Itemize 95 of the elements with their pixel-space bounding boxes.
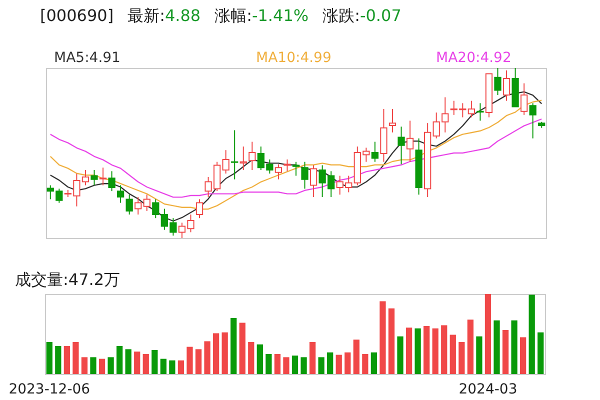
candlestick bbox=[406, 120, 414, 162]
bar bbox=[397, 336, 404, 374]
bar bbox=[370, 352, 378, 374]
candlestick bbox=[134, 196, 142, 216]
bar bbox=[81, 357, 88, 374]
bar bbox=[204, 341, 210, 374]
bar bbox=[283, 357, 290, 374]
candlestick bbox=[388, 108, 396, 133]
x-tick-label: 2023-12-06 bbox=[8, 382, 90, 398]
bar bbox=[108, 357, 114, 374]
candlestick bbox=[502, 70, 510, 102]
chart-title: [000690] bbox=[40, 6, 114, 25]
bar bbox=[212, 333, 220, 374]
bar bbox=[116, 346, 123, 374]
candlestick bbox=[301, 161, 308, 190]
bar bbox=[169, 360, 176, 374]
bar bbox=[186, 346, 193, 374]
text: 涨幅:-1.41% bbox=[214, 6, 309, 25]
bar bbox=[336, 354, 342, 374]
bar bbox=[230, 318, 237, 374]
candlestick bbox=[240, 146, 247, 170]
bar bbox=[274, 354, 281, 374]
candlestick bbox=[274, 164, 282, 180]
candlestick bbox=[468, 100, 476, 118]
candlestick bbox=[310, 164, 318, 198]
bar bbox=[160, 358, 166, 374]
bar bbox=[406, 328, 412, 374]
bar bbox=[494, 320, 500, 374]
candlestick bbox=[231, 130, 238, 180]
bar bbox=[72, 342, 79, 374]
bar bbox=[502, 330, 509, 374]
chart-title: 成交量:47.2万 bbox=[15, 270, 120, 289]
candlestick bbox=[529, 102, 536, 139]
bar bbox=[248, 342, 254, 374]
candlestick bbox=[248, 141, 256, 170]
text: MA5:4.91 bbox=[54, 50, 120, 66]
bar bbox=[520, 337, 526, 374]
bar bbox=[528, 294, 535, 374]
text: MA10:4.99 bbox=[256, 50, 332, 66]
candlestick bbox=[292, 161, 300, 176]
text: 最新:4.88 bbox=[128, 6, 201, 25]
bar bbox=[64, 346, 70, 374]
candlestick bbox=[108, 170, 116, 192]
bar bbox=[46, 342, 52, 374]
bar bbox=[344, 352, 351, 374]
bar bbox=[266, 354, 272, 374]
bar bbox=[256, 344, 263, 374]
candlestick bbox=[494, 68, 502, 96]
bar bbox=[90, 357, 96, 374]
bar bbox=[125, 349, 132, 374]
candlestick bbox=[99, 167, 107, 186]
bar bbox=[142, 354, 149, 374]
bar bbox=[239, 322, 246, 374]
bar bbox=[538, 332, 544, 374]
bar bbox=[388, 308, 395, 374]
bar bbox=[55, 346, 62, 374]
bar bbox=[134, 352, 140, 374]
bar bbox=[300, 357, 307, 374]
bar bbox=[362, 354, 368, 374]
candlestick bbox=[152, 198, 160, 219]
bar bbox=[178, 360, 184, 374]
candlestick bbox=[90, 170, 98, 186]
bar bbox=[152, 350, 158, 374]
candlestick bbox=[222, 150, 230, 174]
bar bbox=[98, 358, 106, 374]
bar bbox=[511, 320, 518, 374]
bar bbox=[467, 320, 474, 374]
bar bbox=[292, 356, 298, 374]
text: 涨跌:-0.07 bbox=[322, 6, 402, 25]
candlestick bbox=[196, 198, 204, 219]
bar bbox=[222, 332, 228, 374]
candlestick bbox=[143, 194, 150, 212]
bar bbox=[327, 352, 334, 374]
text: MA20:4.92 bbox=[436, 50, 512, 66]
candlestick bbox=[476, 102, 484, 122]
candlestick bbox=[371, 141, 379, 162]
bar bbox=[318, 357, 324, 374]
bar bbox=[424, 326, 430, 374]
candlestick bbox=[398, 126, 405, 165]
candlestick bbox=[126, 194, 133, 216]
bar bbox=[195, 349, 202, 374]
bar bbox=[458, 342, 465, 374]
bar bbox=[353, 340, 360, 374]
bar bbox=[414, 328, 421, 374]
bar bbox=[432, 328, 438, 374]
candlestick bbox=[284, 158, 291, 172]
bar bbox=[484, 294, 492, 374]
x-tick-label: 2024-03 bbox=[458, 382, 518, 398]
bar bbox=[441, 325, 448, 374]
bar bbox=[450, 334, 456, 374]
bar bbox=[309, 342, 316, 374]
bar bbox=[476, 336, 482, 374]
candlestick bbox=[520, 82, 528, 116]
candlestick bbox=[116, 184, 124, 204]
bar bbox=[380, 301, 386, 374]
